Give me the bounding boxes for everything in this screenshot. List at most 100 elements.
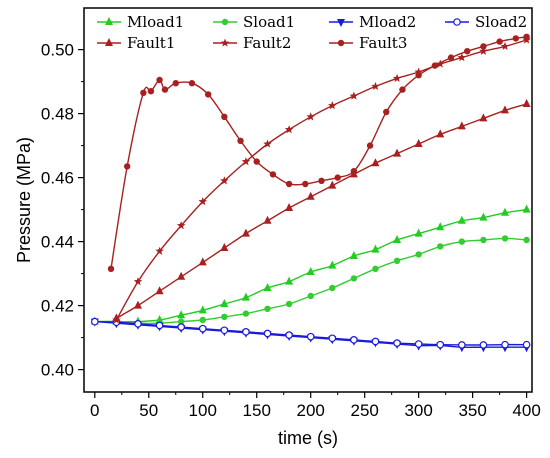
data-point-fault3 — [496, 38, 503, 45]
data-point-fault3 — [221, 113, 228, 121]
plot-area — [90, 33, 531, 353]
data-point-sload2 — [393, 339, 401, 347]
data-point-fault2 — [155, 246, 164, 255]
data-point-fault3 — [147, 88, 155, 95]
data-point-sload1 — [285, 300, 293, 308]
data-point-fault3 — [285, 180, 293, 188]
data-point-fault3 — [447, 54, 455, 61]
legend-entry-fault1: Fault1 — [97, 34, 175, 52]
data-point-fault3 — [366, 142, 374, 149]
axes: 0 50 100 150 200 250 300 350 400 0.40 0.42 0.44 0.46… — [41, 41, 541, 420]
data-point-mload1 — [198, 305, 207, 314]
data-point-fault2 — [414, 67, 423, 76]
y-tick-label: 0.42 — [41, 297, 74, 316]
data-point-sload2 — [242, 328, 250, 336]
y-tick-label: 0.40 — [41, 361, 74, 380]
data-point-fault1 — [328, 180, 337, 189]
data-point-mload1 — [371, 244, 380, 253]
data-point-fault2 — [392, 73, 402, 83]
series-sload1 — [91, 235, 530, 327]
data-point-fault3 — [523, 33, 530, 40]
data-point-fault1 — [133, 300, 142, 309]
data-point-fault2 — [435, 59, 445, 68]
data-point-fault3 — [161, 86, 169, 93]
data-point-fault2 — [328, 101, 337, 110]
data-point-sload2 — [285, 331, 293, 339]
data-point-sload2 — [134, 320, 142, 328]
data-point-sload1 — [372, 265, 379, 272]
legend-marker-mload2 — [337, 19, 345, 27]
data-point-sload2 — [414, 340, 423, 348]
data-point-fault1 — [306, 191, 315, 200]
data-point-fault3 — [188, 80, 196, 87]
legend-entry-mload1: Mload1 — [97, 13, 184, 31]
data-point-sload1 — [177, 318, 185, 325]
series-mload1 — [90, 204, 531, 325]
x-tick-label: 250 — [350, 401, 378, 420]
data-point-sload2 — [263, 329, 272, 338]
data-point-fault3 — [512, 35, 520, 42]
data-point-mload1 — [349, 251, 358, 259]
x-tick-label: 150 — [243, 401, 271, 420]
data-point-fault1 — [371, 158, 380, 167]
x-tick-label: 50 — [139, 401, 158, 420]
legend: Mload1 Sload1 Mload2 Sload2 Fault1 Fault2 Faul… — [97, 13, 527, 52]
data-point-fault3 — [399, 86, 406, 93]
data-point-sload2 — [458, 341, 466, 349]
data-point-sload2 — [306, 332, 315, 341]
data-point-mload1 — [241, 292, 250, 301]
data-point-fault1 — [198, 257, 207, 266]
legend-marker-fault1 — [105, 38, 113, 46]
data-point-fault1 — [501, 105, 510, 114]
data-point-fault3 — [350, 168, 358, 175]
legend-entry-sload2: Sload2 — [445, 13, 527, 31]
legend-entry-fault2: Fault2 — [213, 34, 291, 52]
legend-marker-fault3 — [337, 39, 345, 47]
x-tick-label: 350 — [458, 401, 486, 420]
data-point-fault3 — [140, 89, 147, 97]
data-point-fault1 — [479, 113, 488, 122]
data-point-mload1 — [285, 276, 294, 285]
x-tick-label: 0 — [90, 401, 99, 420]
series-fault3 — [107, 33, 530, 272]
data-point-fault2 — [220, 176, 229, 185]
data-point-fault3 — [107, 265, 115, 272]
data-point-fault1 — [393, 148, 402, 157]
legend-marker-sload2 — [453, 18, 461, 26]
data-point-fault3 — [237, 137, 244, 144]
data-point-fault3 — [172, 80, 179, 87]
data-point-mload1 — [436, 222, 445, 231]
data-point-fault1 — [155, 286, 164, 295]
data-point-fault1 — [241, 228, 250, 237]
legend-entry-mload2: Mload2 — [329, 13, 416, 31]
y-tick-label: 0.44 — [41, 233, 74, 252]
data-point-sload1 — [329, 284, 336, 292]
legend-label-sload2: Sload2 — [475, 13, 527, 31]
data-point-fault3 — [123, 163, 131, 170]
data-point-sload1 — [458, 238, 466, 245]
data-point-fault2 — [371, 81, 380, 91]
data-point-fault3 — [269, 171, 277, 178]
y-axis-title: Pressure (MPa) — [14, 137, 34, 263]
data-point-mload1 — [177, 310, 186, 319]
data-point-fault2 — [198, 197, 208, 206]
data-point-sload1 — [264, 305, 271, 312]
legend-label-fault1: Fault1 — [127, 34, 175, 52]
x-tick-label: 200 — [297, 401, 325, 420]
data-point-sload2 — [177, 323, 185, 331]
x-tick-label: 300 — [404, 401, 432, 420]
data-point-mload1 — [457, 215, 466, 224]
data-point-fault2 — [133, 277, 143, 286]
legend-label-mload2: Mload2 — [359, 13, 416, 31]
data-point-sload2 — [371, 337, 380, 346]
data-point-mload1 — [306, 267, 315, 275]
legend-marker-sload1 — [221, 18, 229, 26]
y-tick-label: 0.46 — [41, 169, 74, 188]
data-point-mload1 — [263, 283, 272, 291]
legend-label-fault2: Fault2 — [243, 34, 291, 52]
data-point-fault3 — [464, 48, 471, 55]
data-point-sload1 — [393, 257, 401, 264]
data-point-fault3 — [253, 158, 260, 165]
data-point-mload1 — [220, 299, 229, 307]
